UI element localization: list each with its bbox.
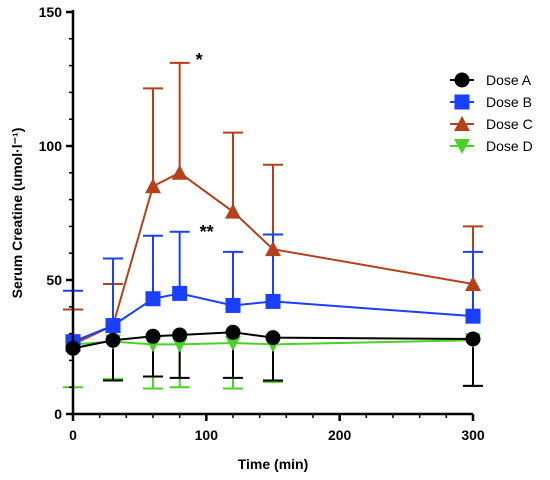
legend-dose-b-label: Dose B (486, 94, 532, 110)
y-tick-label: 100 (39, 138, 63, 154)
legend-dose-c-label: Dose C (486, 116, 533, 132)
x-tick-label: 0 (69, 427, 77, 443)
dose-a-point (225, 324, 241, 340)
dose-b-point (172, 285, 188, 301)
dose-a-point (145, 328, 161, 344)
series-markers (65, 164, 481, 356)
ticks: 0 50 100 150 0 100 200 300 (39, 4, 485, 443)
dose-c-point (265, 241, 281, 257)
dose-a-point (172, 327, 188, 343)
legend-dose-c-marker (454, 116, 470, 131)
x-tick-label: 100 (195, 427, 219, 443)
dose-c-point (225, 203, 241, 219)
dose-b-point (225, 297, 241, 313)
legend-dose-a-label: Dose A (486, 72, 532, 88)
dose-c-point (145, 178, 161, 194)
annotations: *** (196, 50, 214, 242)
dose-b-point (105, 318, 121, 334)
dose-b-point (265, 293, 281, 309)
dose-b-point (465, 308, 481, 324)
y-tick-label: 50 (46, 272, 62, 288)
dose-c-point (465, 276, 481, 292)
dose-a-point (105, 332, 121, 348)
legend-dose-d-marker (454, 139, 470, 154)
dose-c-point (171, 164, 188, 180)
legend: Dose A Dose B Dose C Dose D (450, 72, 533, 154)
dose-b-point (145, 291, 161, 307)
legend-dose-b-marker (454, 94, 470, 110)
y-tick-label: 0 (54, 406, 62, 422)
dose-a-point (265, 330, 281, 346)
x-tick-label: 200 (328, 427, 352, 443)
x-tick-label: 300 (461, 427, 485, 443)
x-axis-title: Time (min) (238, 456, 309, 472)
legend-dose-d-label: Dose D (486, 138, 533, 154)
y-tick-label: 150 (39, 4, 63, 20)
dose-d-point (225, 335, 241, 351)
axes (71, 10, 473, 416)
y-axis-title: Serum Creatine (umol·l⁻¹) (9, 128, 25, 299)
significance-annotation: * (196, 50, 203, 70)
legend-dose-a-marker (454, 72, 470, 88)
significance-annotation: ** (200, 222, 214, 242)
dose-a-point (465, 331, 481, 347)
